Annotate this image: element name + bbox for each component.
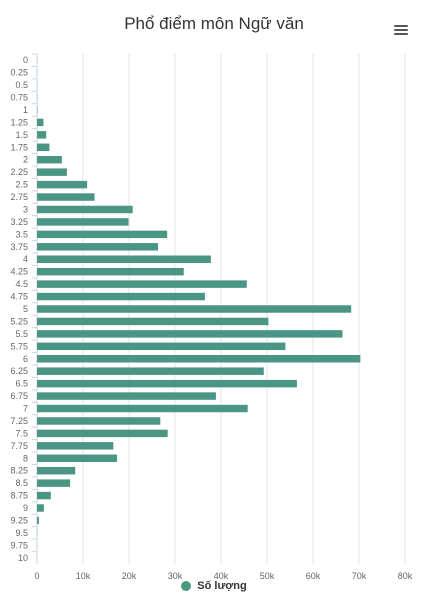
bar[interactable] (37, 491, 51, 500)
bar[interactable] (37, 205, 133, 214)
y-tick-label: 5.5 (15, 329, 28, 339)
y-tick-label: 1 (23, 105, 28, 115)
x-tick-label: 10k (76, 571, 91, 581)
legend-series-label: Số lượng (197, 580, 247, 592)
y-tick-label: 4.5 (15, 279, 28, 289)
bar[interactable] (37, 392, 216, 400)
bar[interactable] (37, 466, 76, 475)
bar[interactable] (37, 516, 39, 525)
y-tick-label: 10 (18, 553, 28, 563)
hamburger-menu-icon (394, 25, 408, 27)
bar[interactable] (37, 355, 361, 363)
legend-series-marker (181, 581, 192, 591)
y-tick-label: 7 (23, 404, 28, 414)
bar[interactable] (37, 180, 88, 189)
y-tick-label: 2.25 (10, 167, 28, 177)
x-tick-label: 30k (168, 571, 183, 581)
bar[interactable] (37, 479, 71, 487)
x-tick-label: 70k (352, 571, 367, 581)
y-tick-label: 0.25 (10, 68, 28, 78)
y-tick-label: 6.25 (10, 366, 28, 376)
bar[interactable] (37, 143, 50, 152)
bar[interactable] (37, 305, 352, 313)
chart-title: Phổ điểm môn Ngữ văn (124, 14, 304, 33)
y-tick-label: 2.75 (10, 192, 28, 202)
hamburger-menu-line (394, 29, 408, 31)
bar[interactable] (37, 280, 247, 288)
bar[interactable] (37, 367, 264, 375)
y-tick-label: 3.5 (15, 229, 28, 239)
bar[interactable] (37, 404, 248, 413)
hamburger-menu-line (394, 33, 408, 35)
y-tick-label: 9.75 (10, 540, 28, 550)
x-tick-label: 80k (398, 571, 413, 581)
y-tick-label: 6 (23, 354, 28, 364)
bar[interactable] (37, 317, 269, 326)
y-tick-label: 8.25 (10, 466, 28, 476)
bar[interactable] (37, 342, 286, 351)
bar[interactable] (37, 429, 168, 438)
y-tick-label: 4.75 (10, 292, 28, 302)
bar[interactable] (37, 168, 67, 176)
bar[interactable] (37, 267, 184, 276)
bar[interactable] (37, 118, 44, 127)
x-tick-label: 20k (122, 571, 137, 581)
y-tick-label: 5.25 (10, 316, 28, 326)
chart-context-menu-button[interactable] (393, 22, 411, 38)
x-tick-label: 60k (306, 571, 321, 581)
y-tick-label: 1.5 (15, 130, 28, 140)
bar[interactable] (37, 193, 95, 201)
y-tick-label: 3 (23, 204, 28, 214)
x-tick-label: 40k (214, 571, 229, 581)
y-tick-label: 9 (23, 503, 28, 513)
y-tick-label: 4.25 (10, 267, 28, 277)
y-tick-label: 2 (23, 155, 28, 165)
bar[interactable] (37, 504, 44, 512)
bar[interactable] (37, 243, 158, 251)
bar[interactable] (37, 218, 129, 226)
bar[interactable] (37, 330, 343, 338)
y-tick-label: 9.25 (10, 515, 28, 525)
legend: Số lượng (0, 580, 428, 592)
y-tick-label: 2.5 (15, 180, 28, 190)
y-tick-label: 3.25 (10, 217, 28, 227)
bar[interactable] (37, 131, 47, 139)
y-tick-label: 6.5 (15, 379, 28, 389)
bar[interactable] (37, 442, 114, 450)
y-tick-label: 5.75 (10, 341, 28, 351)
bar[interactable] (37, 379, 297, 388)
y-tick-label: 3.75 (10, 242, 28, 252)
y-tick-label: 4 (23, 254, 28, 264)
y-tick-label: 7.75 (10, 441, 28, 451)
bar[interactable] (37, 156, 62, 164)
y-tick-label: 7.5 (15, 428, 28, 438)
x-tick-label: 0 (34, 571, 39, 581)
y-tick-label: 8.75 (10, 491, 28, 501)
y-tick-label: 6.75 (10, 391, 28, 401)
bar[interactable] (37, 454, 118, 462)
y-tick-label: 0 (23, 55, 28, 65)
bar[interactable] (37, 230, 168, 239)
y-tick-label: 9.5 (15, 528, 28, 538)
y-tick-label: 0.75 (10, 93, 28, 103)
y-tick-label: 0.5 (15, 80, 28, 90)
y-tick-label: 7.25 (10, 416, 28, 426)
bar[interactable] (37, 417, 161, 425)
legend-item[interactable]: Số lượng (181, 580, 247, 592)
y-tick-label: 8.5 (15, 478, 28, 488)
x-tick-label: 50k (260, 571, 275, 581)
y-tick-label: 8 (23, 453, 28, 463)
y-tick-label: 1.25 (10, 117, 28, 127)
y-tick-label: 5 (23, 304, 28, 314)
y-tick-label: 1.75 (10, 142, 28, 152)
bar[interactable] (37, 255, 211, 263)
bar[interactable] (37, 292, 205, 301)
